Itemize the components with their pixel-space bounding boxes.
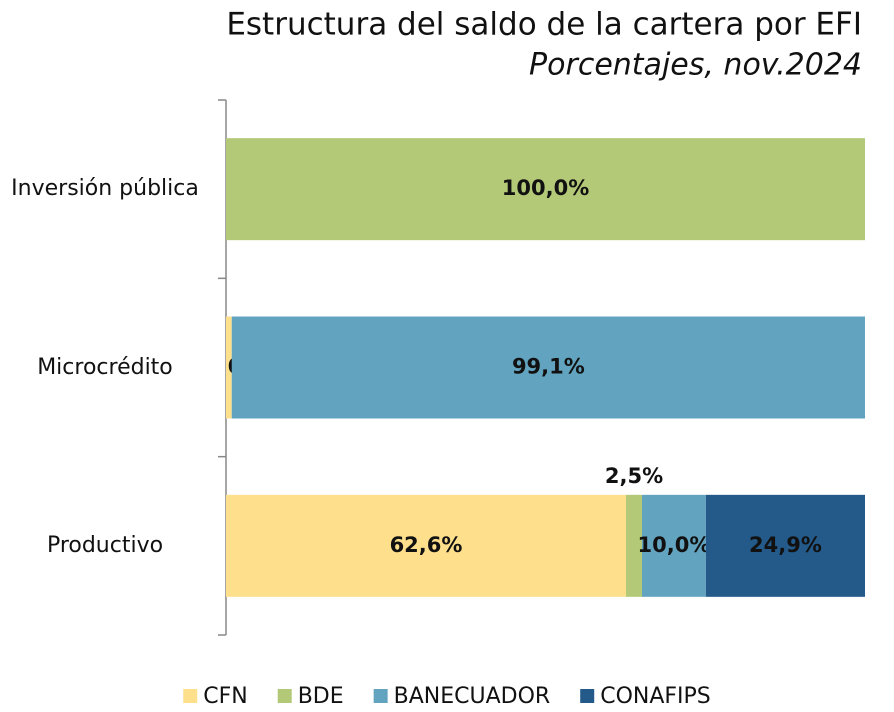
- bar-segment: [641, 494, 706, 597]
- category-label: Microcrédito: [37, 354, 173, 380]
- legend-swatch: [373, 689, 388, 703]
- chart-title: Estructura del saldo de la cartera por E…: [226, 7, 862, 43]
- value-label: 62,6%: [390, 533, 463, 557]
- value-label: 24,9%: [749, 533, 822, 557]
- chart-subtitle: Porcentajes, nov.2024: [529, 48, 862, 83]
- value-label: 99,1%: [512, 355, 585, 379]
- legend-swatch: [183, 689, 198, 703]
- bar-segment: [231, 316, 866, 419]
- bar-segment: [226, 494, 627, 597]
- value-label: 2,5%: [605, 464, 663, 488]
- bar-segment: [705, 494, 865, 597]
- legend-swatch: [580, 689, 595, 703]
- legend-label: CONAFIPS: [600, 684, 711, 709]
- bar-segment: [226, 316, 232, 419]
- legend-swatch: [277, 689, 292, 703]
- category-label: Productivo: [46, 532, 164, 558]
- legend-label: BANECUADOR: [394, 684, 551, 709]
- legend-label: CFN: [203, 684, 247, 709]
- category-label: Inversión pública: [11, 176, 199, 202]
- bar-segment: [226, 138, 865, 241]
- bar-segment: [626, 494, 642, 597]
- value-label: 10,0%: [638, 533, 711, 557]
- legend-label: BDE: [298, 684, 344, 709]
- value-label: 100,0%: [502, 176, 589, 200]
